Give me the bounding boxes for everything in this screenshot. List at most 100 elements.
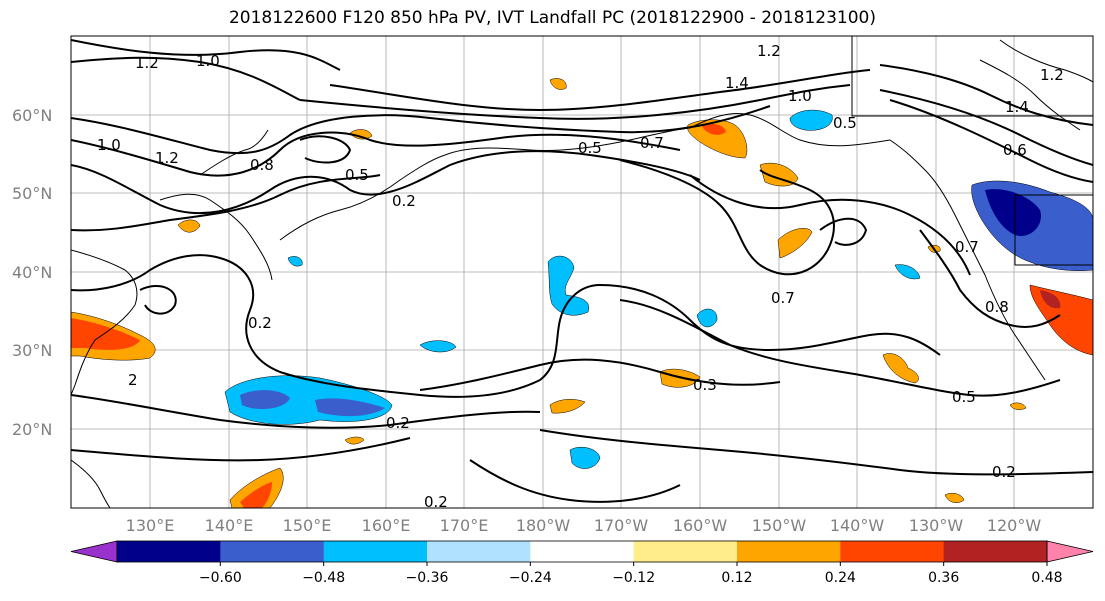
- lon-label: 170°W: [594, 516, 649, 535]
- positive-anomaly-asia-core: [71, 318, 140, 350]
- colorbar-tick-label: −0.24: [509, 570, 552, 586]
- contour-label: 1.0: [788, 87, 812, 105]
- contour-label: 0.8: [250, 156, 274, 174]
- positive-anomaly-6: [177, 219, 201, 233]
- negative-anomaly-small-4: [894, 264, 921, 280]
- contour-label: 1.2: [155, 149, 179, 167]
- lon-label: 130°E: [126, 516, 175, 535]
- colorbar-tick-label: −0.48: [302, 570, 345, 586]
- negative-anomaly-small-5: [287, 256, 303, 267]
- colorbar-segment: [530, 541, 635, 562]
- positive-anomaly-9: [549, 399, 586, 414]
- lon-label: 140°W: [830, 516, 885, 535]
- colorbar-extend-high: [1046, 540, 1094, 563]
- colorbar-tick-label: −0.12: [612, 570, 655, 586]
- contour-label: 0.3: [693, 376, 717, 394]
- contour-label: 0.2: [424, 493, 448, 511]
- plot-frame: [70, 35, 1094, 509]
- negative-anomaly-small-1: [419, 340, 457, 353]
- colorbar-segment: [737, 541, 841, 562]
- contour-label: 0.7: [771, 289, 795, 307]
- contour-label: 0.7: [640, 134, 664, 152]
- negative-anomaly-central-pacific: [547, 255, 590, 316]
- contour-label: 1.2: [757, 42, 781, 60]
- lon-label: 130°W: [909, 516, 964, 535]
- longitude-labels: 130°E 140°E 150°E 160°E 170°E 180°W 170°…: [126, 516, 1042, 535]
- colorbar-segment: [117, 541, 221, 562]
- colorbar-segment: [323, 541, 428, 562]
- colorbar-segment: [633, 541, 738, 562]
- negative-anomaly-small-2: [569, 447, 601, 469]
- colorbar-tick-label: −0.36: [406, 570, 449, 586]
- contour-label: 0.2: [392, 192, 416, 210]
- positive-anomaly-11: [344, 436, 365, 445]
- lat-label: 50°N: [12, 184, 52, 203]
- contour-label: 0.6: [1003, 141, 1027, 159]
- colorbar-tick-label: 0.12: [721, 570, 752, 586]
- contour-labels: 1.2 1.0 1.2 1.4 1.0 1.2 0.5 0.7 0.5 0.5 …: [97, 42, 1064, 511]
- colorbar-extend-low: [70, 540, 118, 563]
- lat-label: 40°N: [12, 263, 52, 282]
- lat-label: 60°N: [12, 106, 52, 125]
- contour-label: 0.2: [992, 463, 1016, 481]
- positive-anomaly-2: [777, 228, 813, 259]
- contour-label: 1.2: [135, 54, 159, 72]
- colorbar-segment: [840, 541, 945, 562]
- contour-label: 0.5: [952, 388, 976, 406]
- contour-label: 0.7: [955, 238, 979, 256]
- positive-anomaly-1: [759, 162, 799, 187]
- colorbar-tick-label: 0.48: [1031, 570, 1062, 586]
- lon-label: 140°E: [205, 516, 254, 535]
- contour-label: 0.8: [985, 298, 1009, 316]
- colorbar-tick-label: 0.24: [825, 570, 856, 586]
- colorbar-tick-label: 0.36: [928, 570, 959, 586]
- contour-label: 0.5: [578, 139, 602, 157]
- contour-label: 1.2: [1040, 66, 1064, 84]
- contour-label: 1.4: [725, 74, 749, 92]
- map-title: 2018122600 F120 850 hPa PV, IVT Landfall…: [228, 8, 876, 28]
- lon-label: 180°W: [516, 516, 571, 535]
- contour-label: 0.2: [386, 414, 410, 432]
- negative-anomaly-small-3: [696, 308, 718, 328]
- lat-label: 20°N: [12, 420, 52, 439]
- pv-contours: [71, 39, 1093, 503]
- contour-label: 1.0: [97, 136, 121, 154]
- positive-anomaly-7: [349, 129, 373, 140]
- positive-anomaly-gulf-core: [702, 124, 726, 135]
- positive-anomaly-4: [882, 353, 919, 384]
- colorbar: −0.60 −0.48 −0.36 −0.24 −0.12 0.12 0.24 0.36 0.4…: [70, 540, 1094, 586]
- positive-anomaly-5-core: [240, 482, 272, 508]
- lon-label: 160°W: [673, 516, 728, 535]
- contour-label: 0.5: [345, 166, 369, 184]
- contour-label: 0.5: [833, 114, 857, 132]
- colorbar-segment: [220, 541, 325, 562]
- negative-anomaly-west-coast-core: [985, 189, 1041, 236]
- contour-label: 2: [128, 371, 138, 389]
- contour-label: 1.4: [1005, 98, 1029, 116]
- coastlines: [71, 39, 1093, 508]
- positive-anomaly-5: [229, 467, 284, 508]
- contour-label: 0.2: [248, 314, 272, 332]
- negative-anomaly-north: [789, 109, 833, 131]
- contour-label: 1.0: [196, 52, 220, 70]
- colorbar-segment: [943, 541, 1048, 562]
- lon-label: 160°E: [362, 516, 411, 535]
- lon-label: 150°E: [283, 516, 332, 535]
- coastline-inset-box: [851, 36, 1093, 266]
- negative-anomaly-west-pacific-core: [240, 390, 290, 410]
- latitude-labels: 60°N 50°N 40°N 30°N 20°N: [12, 106, 52, 439]
- negative-anomaly-west-pacific-core2: [315, 398, 385, 417]
- positive-anomaly-west-coast-core: [1040, 290, 1061, 309]
- lat-label: 30°N: [12, 341, 52, 360]
- gridlines: [71, 36, 1093, 508]
- lon-label: 170°E: [440, 516, 489, 535]
- colorbar-border: [116, 540, 1048, 563]
- colorbar-segment: [427, 541, 531, 562]
- lon-label: 120°W: [987, 516, 1042, 535]
- colorbar-tick-label: −0.60: [199, 570, 242, 586]
- positive-anomaly-8: [549, 78, 567, 90]
- positive-anomaly-12: [1009, 402, 1027, 410]
- ivt-anomaly-fills: [71, 78, 1093, 508]
- positive-anomaly-10: [944, 492, 965, 503]
